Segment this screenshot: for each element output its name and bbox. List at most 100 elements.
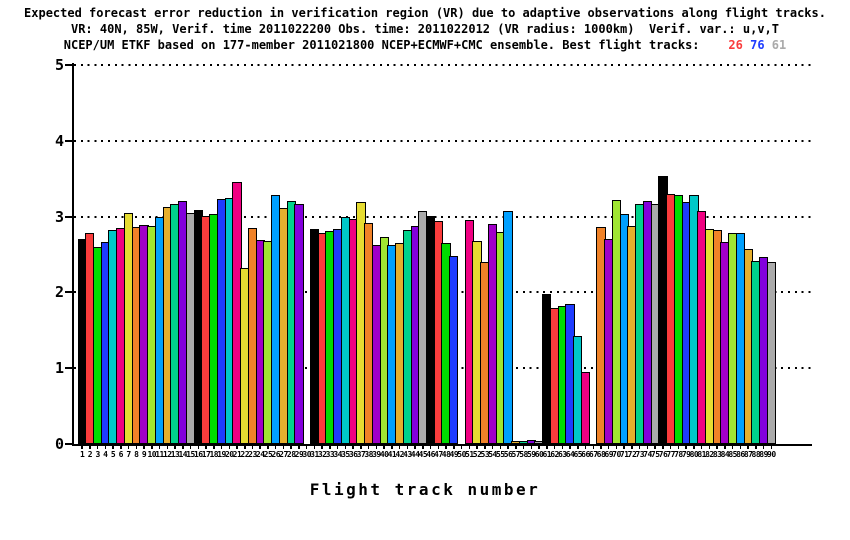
plot-area: 0 1 2 3 4 5 1 2 3 4 5 6 7 8 9 10 11 12 13 14 15 16 17 18 19 20 21 2… (55, 57, 812, 459)
x-tick-84 (724, 446, 726, 449)
x-tick-label-34: 34 (333, 450, 342, 459)
x-tick-label-16: 16 (193, 450, 203, 459)
x-tick-51 (468, 446, 471, 449)
x-tick-label-82: 82 (705, 450, 714, 459)
x-tick-label-11: 11 (155, 450, 164, 459)
x-tick-86 (739, 446, 742, 449)
x-tick-25 (267, 446, 269, 449)
x-tick-label-15: 15 (186, 450, 195, 459)
x-tick-85 (731, 446, 734, 449)
best-track-value: 61 (764, 38, 787, 52)
x-tick-62 (553, 446, 556, 449)
x-tick-38 (367, 446, 370, 449)
x-tick-label-24: 24 (255, 450, 265, 459)
x-tick-56 (507, 446, 509, 449)
x-tick-label-2: 2 (87, 450, 93, 459)
x-tick-73 (638, 446, 641, 449)
x-tick-55 (499, 446, 502, 449)
x-tick-label-23: 23 (248, 450, 257, 459)
x-tick-label-68: 68 (596, 450, 606, 459)
bar-track-29 (294, 203, 304, 444)
y-tick-label-4: 4 (54, 131, 64, 150)
x-tick-8 (135, 446, 138, 449)
x-tick-71 (623, 446, 625, 449)
x-tick-label-1: 1 (79, 450, 85, 459)
x-tick-80 (693, 446, 695, 449)
x-tick-label-50: 50 (457, 450, 466, 459)
x-tick-label-51: 51 (465, 450, 474, 459)
x-tick-label-54: 54 (488, 450, 497, 459)
x-tick-label-58: 58 (519, 450, 528, 459)
x-tick-68 (600, 446, 602, 449)
x-tick-88 (755, 446, 757, 449)
x-tick-label-20: 20 (224, 450, 234, 459)
x-tick-67 (592, 446, 594, 449)
x-tick-label-42: 42 (395, 450, 404, 459)
y-tick-2 (65, 291, 72, 294)
x-tick-29 (298, 446, 300, 449)
x-tick-label-83: 83 (712, 450, 722, 459)
x-tick-44 (414, 446, 416, 449)
x-tick-30 (305, 446, 308, 449)
x-tick-34 (336, 446, 339, 449)
x-tick-label-80: 80 (689, 450, 699, 459)
x-tick-59 (530, 446, 533, 449)
x-tick-52 (476, 446, 478, 449)
x-tick-label-22: 22 (240, 450, 250, 459)
y-tick-3 (65, 215, 72, 218)
gridline-y-3 (74, 215, 812, 218)
x-tick-13 (174, 446, 176, 449)
x-tick-label-49: 49 (449, 450, 459, 459)
best-tracks-spacer (700, 38, 729, 52)
x-tick-label-46: 46 (426, 450, 435, 459)
x-tick-label-12: 12 (162, 450, 172, 459)
x-tick-label-71: 71 (619, 450, 629, 459)
x-tick-11 (158, 446, 161, 449)
x-tick-label-78: 78 (674, 450, 683, 459)
gridline-y-5 (74, 64, 812, 66)
x-tick-53 (484, 446, 486, 449)
x-tick-15 (189, 446, 192, 449)
chart-title-line-3-text: NCEP/UM ETKF based on 177-member 2011021… (63, 38, 700, 52)
x-tick-label-25: 25 (263, 450, 273, 459)
x-tick-label-75: 75 (650, 450, 660, 459)
x-tick-16 (197, 446, 200, 449)
x-tick-3 (96, 446, 99, 449)
x-tick-1 (81, 446, 83, 449)
x-tick-48 (445, 446, 447, 449)
x-tick-43 (406, 446, 409, 449)
chart-title-line-2: VR: 40N, 85W, Verif. time 2011022200 Obs… (70, 22, 779, 36)
x-tick-label-66: 66 (581, 450, 590, 459)
x-tick-label-60: 60 (534, 450, 544, 459)
x-tick-24 (259, 446, 261, 449)
x-tick-label-45: 45 (418, 450, 428, 459)
x-tick-35 (344, 446, 347, 449)
x-tick-label-55: 55 (495, 450, 505, 459)
best-track-numbers: 26 76 61 (728, 38, 786, 52)
x-axis-line (72, 444, 812, 446)
bar-track-66 (580, 371, 591, 444)
x-tick-label-69: 69 (604, 450, 614, 459)
gridline-y-4 (74, 139, 812, 142)
x-tick-label-64: 64 (565, 450, 575, 459)
x-tick-39 (375, 446, 378, 449)
x-tick-6 (120, 446, 122, 449)
x-tick-54 (491, 446, 494, 449)
x-tick-label-26: 26 (271, 450, 281, 459)
x-tick-61 (546, 446, 548, 449)
x-tick-label-28: 28 (286, 450, 296, 459)
x-tick-label-81: 81 (697, 450, 706, 459)
x-tick-22 (244, 446, 246, 449)
x-tick-label-44: 44 (410, 450, 420, 459)
x-tick-label-84: 84 (720, 450, 730, 459)
x-tick-45 (422, 446, 424, 449)
x-tick-10 (151, 446, 153, 449)
x-tick-label-19: 19 (217, 450, 226, 459)
x-tick-label-89: 89 (759, 450, 768, 459)
x-tick-21 (236, 446, 238, 449)
y-tick-0 (65, 443, 72, 445)
x-tick-label-37: 37 (356, 450, 366, 459)
x-tick-label-30: 30 (302, 450, 312, 459)
x-tick-label-3: 3 (95, 450, 100, 459)
x-tick-18 (213, 446, 215, 449)
